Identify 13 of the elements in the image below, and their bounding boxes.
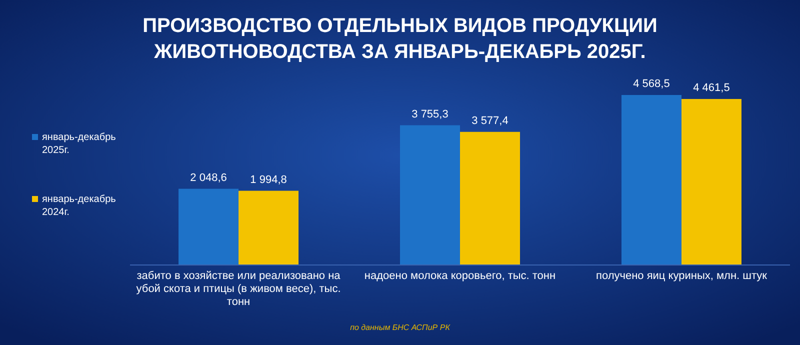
legend-label: январь-декабрь 2024г. (42, 194, 116, 218)
data-label: 3 577,4 (472, 114, 508, 127)
data-label: 4 461,5 (693, 82, 730, 94)
x-tick-label: забито в хозяйстве или реализовано на убой скота и птицы (в живом весе), тыс. тонн (136, 270, 342, 308)
chart-title: ПРОИЗВОДСТВО ОТДЕЛЬНЫХ ВИДОВ ПРОДУКЦИИ ЖИВОТНОВОДСТВА ЗА ЯНВАРЬ-ДЕКАБРЬ 2025Г. (142, 15, 658, 63)
x-tick-label: надоено молока коровьего, тыс. тонн (364, 270, 556, 282)
data-label: 2 048,6 (190, 172, 227, 184)
legend-label: январь-декабрь 2025г. (42, 132, 116, 156)
text: по данным БНС АСПиР РК (350, 323, 452, 332)
data-label: 4 568,5 (633, 78, 670, 90)
x-tick-label: получено яиц куриных, млн. штук (596, 270, 768, 282)
data-label: 1 994,8 (250, 174, 287, 186)
data-label: 3 755,3 (412, 108, 448, 120)
